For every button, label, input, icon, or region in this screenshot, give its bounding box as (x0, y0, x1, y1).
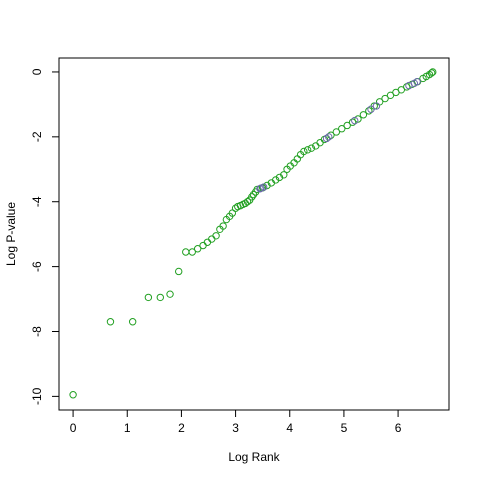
point (343, 121, 351, 130)
point (188, 248, 196, 256)
x-tick-label: 2 (178, 421, 185, 435)
point (256, 185, 264, 193)
point (429, 68, 437, 76)
point (69, 391, 77, 399)
point (372, 102, 381, 110)
point (427, 69, 436, 77)
point (166, 290, 174, 298)
y-tick-label: 0 (30, 68, 44, 75)
point (322, 134, 331, 143)
point (260, 183, 268, 191)
point (106, 318, 115, 326)
point (307, 144, 316, 152)
plot-frame (58, 57, 450, 411)
point (351, 116, 359, 125)
point (367, 105, 375, 113)
x-tick-label: 1 (124, 421, 131, 435)
point (365, 107, 373, 115)
y-tick-label: -8 (30, 326, 44, 337)
point (271, 176, 280, 184)
y-tick-label: -6 (30, 261, 44, 272)
x-tick-label: 4 (286, 421, 293, 435)
point (338, 125, 346, 133)
y-tick-label: -10 (30, 387, 44, 405)
point (280, 171, 288, 179)
y-tick-label: -4 (30, 196, 44, 207)
x-tick-label: 0 (70, 421, 77, 435)
point (175, 267, 183, 276)
point (253, 185, 261, 194)
point (156, 293, 164, 302)
x-axis-title: Log Rank (228, 450, 280, 464)
y-axis-title: Log P-value (4, 202, 18, 266)
y-tick-label: -2 (30, 131, 44, 142)
point (325, 133, 333, 141)
x-tick-label: 5 (341, 421, 348, 435)
point (144, 293, 153, 302)
point (243, 198, 252, 206)
point (212, 232, 220, 240)
point (332, 128, 341, 136)
point (381, 94, 389, 103)
point (413, 77, 421, 86)
x-tick-label: 6 (395, 421, 402, 435)
point (248, 193, 256, 201)
point (359, 111, 368, 119)
point (193, 245, 202, 253)
point (128, 318, 137, 326)
point (303, 146, 312, 154)
point (348, 118, 357, 126)
point (219, 222, 227, 230)
x-tick-label: 3 (232, 421, 239, 435)
point (300, 147, 308, 156)
